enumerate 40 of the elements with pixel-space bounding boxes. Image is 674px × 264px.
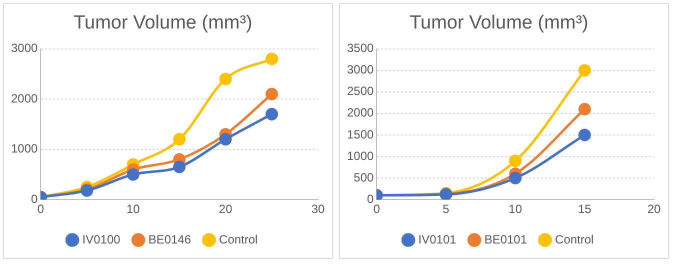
y-tick-label: 2000 (10, 91, 38, 106)
legend-label: Control (219, 232, 258, 246)
y-tick-label: 1000 (346, 148, 374, 163)
y-tick-label: 500 (354, 170, 374, 184)
legend-label: IV0100 (82, 232, 121, 246)
legend-label: Control (555, 232, 594, 246)
x-tick-label: 30 (311, 202, 325, 216)
point (578, 64, 591, 77)
legend-label: IV0101 (418, 232, 457, 246)
point (266, 108, 278, 120)
point (173, 160, 186, 174)
point (126, 168, 140, 181)
y-tick-label: 1000 (10, 142, 38, 156)
point (266, 88, 278, 100)
point (266, 52, 278, 66)
x-tick-label: 10 (508, 202, 522, 216)
y-tick-label: 3500 (346, 41, 374, 56)
point (219, 72, 232, 86)
legend-label: BE0146 (148, 232, 192, 246)
y-tick-label: 3000 (346, 62, 374, 77)
y-tick-label: 2000 (346, 106, 374, 120)
y-tick-label: 3000 (10, 41, 38, 56)
point (509, 154, 522, 168)
point (509, 172, 522, 184)
legend-label: BE0101 (484, 232, 528, 246)
x-tick-label: 20 (218, 202, 233, 216)
y-tick-label: 2500 (346, 84, 374, 98)
y-tick-label: 1500 (346, 127, 374, 142)
x-tick-label: 10 (126, 202, 140, 216)
point (173, 133, 186, 146)
x-tick-label: 5 (442, 202, 450, 216)
point (219, 133, 232, 146)
chart-title: Tumor Volume (mm³) (74, 12, 252, 34)
x-tick-label: 15 (578, 202, 592, 216)
y-tick-label: 0 (31, 192, 38, 206)
chart-title: Tumor Volume (mm³) (410, 12, 588, 34)
x-tick-label: 20 (647, 202, 661, 216)
point (578, 128, 591, 142)
y-tick-label: 0 (367, 192, 374, 206)
point (578, 102, 591, 116)
